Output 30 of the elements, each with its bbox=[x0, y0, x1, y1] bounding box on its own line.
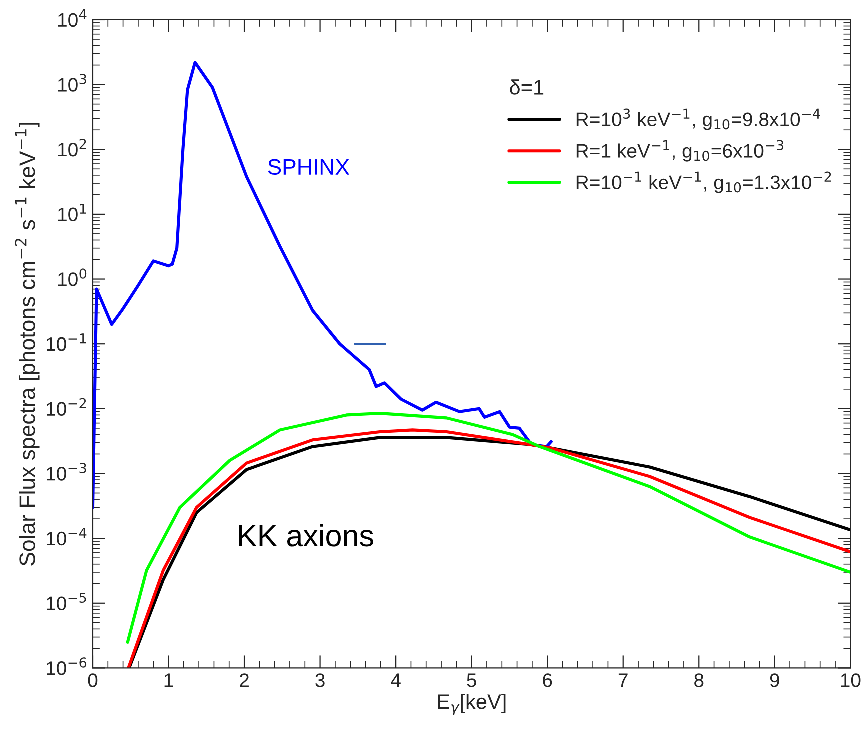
x-tick-label: 3 bbox=[316, 674, 325, 688]
x-tick-label: 0 bbox=[88, 674, 98, 688]
legend-title: δ=1 bbox=[510, 80, 544, 95]
x-tick-label: 8 bbox=[694, 674, 704, 688]
x-tick-label: 7 bbox=[618, 674, 628, 688]
legend-label: R=10$^{−1}$ keV$^{−1}$, g$_{10}$=1.3x10$^{−2}$ bbox=[576, 172, 832, 194]
y-tick-label: 10$^{−3}$ bbox=[47, 463, 86, 481]
y-axis-title: Solar Flux spectra [photons cm$^{−2}$ s$^{−1}$ keV$^{−1}$] bbox=[15, 122, 40, 566]
x-tick-label: 9 bbox=[770, 674, 780, 688]
y-tick-label: 10$^{−6}$ bbox=[47, 658, 87, 676]
y-tick-label: 10$^{−1}$ bbox=[47, 334, 86, 352]
legend-label: R=10$^{3}$ keV$^{−1}$, g$_{10}$=9.8x10$^{−4}$ bbox=[576, 108, 820, 130]
y-tick-label: 10$^{3}$ bbox=[58, 74, 86, 92]
x-tick-label: 4 bbox=[391, 674, 401, 688]
x-tick-label: 10 bbox=[841, 674, 861, 688]
x-axis-title: E$_{γ}$[keV] bbox=[438, 694, 506, 716]
y-tick-label: 10$^{−2}$ bbox=[47, 398, 86, 416]
y-tick-label: 10$^{−4}$ bbox=[47, 528, 87, 546]
y-tick-label: 10$^{2}$ bbox=[58, 138, 86, 157]
y-tick-label: 10$^{−5}$ bbox=[47, 592, 86, 610]
y-tick-label: 10$^{4}$ bbox=[58, 10, 87, 28]
x-tick-label: 6 bbox=[543, 674, 552, 688]
y-tick-label: 10$^{1}$ bbox=[58, 204, 86, 222]
x-tick-label: 5 bbox=[467, 674, 476, 688]
annotation: KK axions bbox=[239, 524, 374, 547]
annotation: SPHINX bbox=[268, 159, 350, 176]
legend-label: R=1 keV$^{−1}$, g$_{10}$=6x10$^{−3}$ bbox=[576, 140, 784, 162]
x-tick-label: 1 bbox=[164, 674, 174, 688]
x-tick-label: 2 bbox=[240, 674, 249, 688]
y-tick-label: 10$^{0}$ bbox=[58, 268, 87, 286]
